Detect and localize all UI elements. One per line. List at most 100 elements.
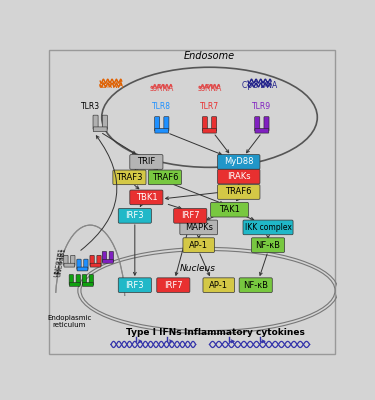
FancyBboxPatch shape [255, 128, 269, 133]
FancyBboxPatch shape [50, 50, 335, 354]
FancyBboxPatch shape [93, 127, 107, 132]
FancyBboxPatch shape [82, 274, 87, 285]
Text: IRF7: IRF7 [164, 281, 183, 290]
FancyBboxPatch shape [130, 190, 163, 205]
FancyArrowPatch shape [260, 254, 267, 275]
FancyArrowPatch shape [170, 134, 221, 155]
Text: UNC93B1: UNC93B1 [57, 247, 67, 277]
FancyBboxPatch shape [154, 117, 160, 131]
FancyBboxPatch shape [211, 117, 217, 131]
FancyBboxPatch shape [69, 274, 74, 285]
Text: IRF3: IRF3 [126, 211, 144, 220]
FancyArrowPatch shape [237, 166, 240, 169]
Text: UNC93B1: UNC93B1 [54, 247, 64, 277]
Text: TRIF: TRIF [137, 158, 156, 166]
FancyBboxPatch shape [202, 117, 207, 131]
Text: TAK1: TAK1 [219, 205, 240, 214]
FancyBboxPatch shape [77, 267, 88, 271]
FancyBboxPatch shape [82, 282, 93, 286]
FancyBboxPatch shape [118, 208, 152, 223]
FancyBboxPatch shape [180, 220, 218, 235]
FancyArrowPatch shape [215, 135, 229, 153]
Text: ssRNA: ssRNA [150, 84, 174, 93]
FancyArrowPatch shape [134, 225, 136, 275]
FancyArrowPatch shape [174, 184, 223, 204]
FancyBboxPatch shape [90, 263, 101, 267]
Text: Inflammatory cytokines: Inflammatory cytokines [184, 328, 304, 338]
FancyBboxPatch shape [76, 274, 80, 285]
Text: Endoplasmic
reticulum: Endoplasmic reticulum [47, 315, 92, 328]
FancyArrowPatch shape [81, 136, 117, 250]
Text: TRAF6: TRAF6 [225, 188, 252, 196]
FancyArrowPatch shape [168, 204, 181, 209]
FancyBboxPatch shape [70, 255, 75, 266]
FancyBboxPatch shape [97, 255, 101, 266]
Text: TBK1: TBK1 [135, 193, 157, 202]
FancyArrowPatch shape [237, 198, 240, 201]
FancyBboxPatch shape [102, 259, 113, 263]
FancyBboxPatch shape [90, 255, 94, 266]
FancyBboxPatch shape [69, 282, 80, 286]
FancyBboxPatch shape [102, 115, 107, 130]
FancyBboxPatch shape [217, 155, 260, 169]
Text: IKK complex: IKK complex [244, 223, 291, 232]
Text: TLR9: TLR9 [252, 102, 272, 111]
Text: Nucleus: Nucleus [180, 264, 216, 273]
FancyBboxPatch shape [113, 170, 146, 185]
FancyArrowPatch shape [170, 340, 172, 343]
FancyArrowPatch shape [175, 225, 189, 275]
FancyArrowPatch shape [135, 168, 138, 170]
FancyBboxPatch shape [239, 278, 272, 292]
Text: TLR3: TLR3 [81, 102, 100, 111]
FancyBboxPatch shape [255, 117, 260, 131]
FancyBboxPatch shape [243, 220, 293, 235]
FancyArrowPatch shape [207, 217, 213, 220]
Text: TRAF3: TRAF3 [116, 173, 142, 182]
FancyBboxPatch shape [202, 128, 216, 133]
FancyBboxPatch shape [148, 170, 182, 185]
Text: ssRNA: ssRNA [197, 84, 222, 93]
Text: Endosome: Endosome [184, 51, 235, 61]
FancyBboxPatch shape [211, 202, 248, 217]
FancyBboxPatch shape [155, 128, 169, 133]
FancyArrowPatch shape [246, 135, 260, 153]
FancyBboxPatch shape [64, 263, 75, 267]
FancyBboxPatch shape [109, 252, 114, 262]
FancyArrowPatch shape [200, 254, 210, 276]
FancyBboxPatch shape [183, 238, 214, 252]
FancyBboxPatch shape [89, 274, 93, 285]
FancyBboxPatch shape [102, 252, 106, 262]
Text: CpG DNA: CpG DNA [242, 81, 277, 90]
FancyArrowPatch shape [166, 192, 220, 200]
Text: IRF7: IRF7 [181, 211, 200, 220]
FancyArrowPatch shape [140, 203, 143, 206]
FancyArrowPatch shape [237, 182, 240, 186]
Text: TLR7: TLR7 [200, 102, 219, 111]
Text: AP-1: AP-1 [189, 241, 208, 250]
FancyBboxPatch shape [157, 278, 190, 292]
FancyArrowPatch shape [135, 185, 139, 189]
Text: AP-1: AP-1 [209, 281, 228, 290]
Text: TLR8: TLR8 [152, 102, 171, 111]
FancyArrowPatch shape [139, 340, 142, 343]
Text: IRF3: IRF3 [126, 281, 144, 290]
FancyBboxPatch shape [203, 278, 234, 292]
Text: TRAF6: TRAF6 [152, 173, 178, 182]
FancyArrowPatch shape [267, 235, 269, 238]
Text: NF-κB: NF-κB [243, 281, 268, 290]
FancyArrowPatch shape [231, 340, 234, 343]
FancyArrowPatch shape [102, 133, 135, 154]
FancyBboxPatch shape [217, 169, 260, 184]
FancyBboxPatch shape [64, 255, 68, 266]
FancyBboxPatch shape [174, 208, 207, 223]
Text: IRAKs: IRAKs [227, 172, 251, 181]
FancyBboxPatch shape [164, 117, 169, 131]
Text: NF-κB: NF-κB [255, 241, 280, 250]
FancyBboxPatch shape [84, 259, 88, 270]
Text: dsRNA: dsRNA [98, 81, 124, 90]
FancyBboxPatch shape [252, 238, 285, 252]
FancyArrowPatch shape [154, 167, 158, 170]
FancyArrowPatch shape [262, 340, 265, 343]
FancyBboxPatch shape [77, 259, 81, 270]
FancyBboxPatch shape [118, 278, 152, 292]
